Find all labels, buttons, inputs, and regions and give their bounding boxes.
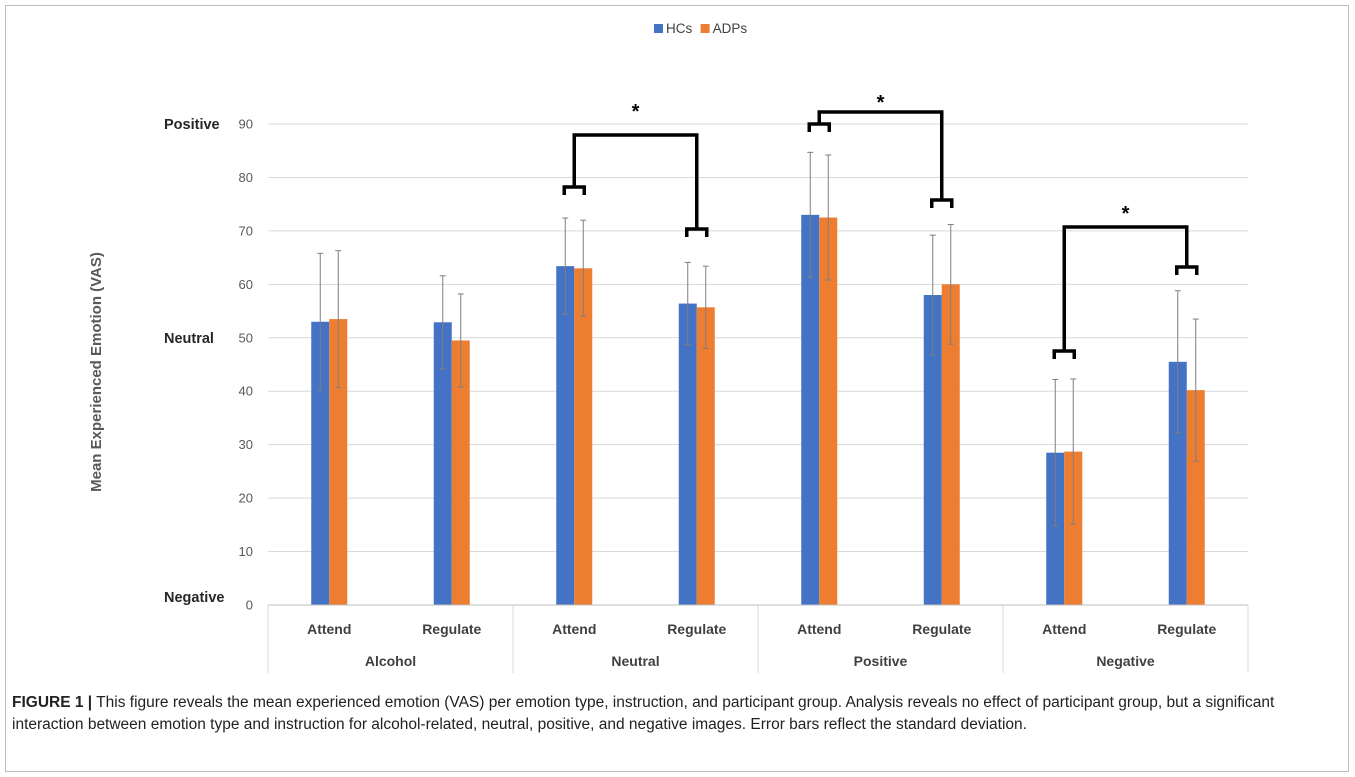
caption-text: This figure reveals the mean experienced… <box>12 694 1275 733</box>
x-group-label: Negative <box>1096 653 1155 669</box>
bar-hcs <box>311 321 330 605</box>
bar-hcs <box>678 303 697 605</box>
bar-adps <box>696 307 715 605</box>
significance-star: * <box>632 101 640 123</box>
significance-cap <box>685 227 709 237</box>
significance-bracket <box>572 133 699 221</box>
y-tick-label: 90 <box>239 117 253 132</box>
figure-frame <box>5 5 1349 772</box>
bar-hcs <box>556 266 575 605</box>
y-anchor-label: Neutral <box>164 331 214 347</box>
legend-label-adps: ADPs <box>713 21 748 36</box>
y-tick-label: 60 <box>239 277 253 292</box>
bar-adps <box>819 217 838 605</box>
y-tick-label: 40 <box>239 384 253 399</box>
x-group-label: Alcohol <box>365 653 416 669</box>
significance-star: * <box>1122 203 1130 225</box>
bar-adps <box>1186 390 1205 605</box>
y-anchor-label: Positive <box>164 117 220 133</box>
x-tick-label: Attend <box>1042 621 1086 637</box>
bar-adps <box>451 340 470 605</box>
y-tick-label: 10 <box>239 544 253 559</box>
x-tick-label: Regulate <box>912 621 971 637</box>
significance-cap <box>1052 349 1076 359</box>
bar-hcs <box>1168 361 1187 605</box>
significance-cap <box>562 185 586 195</box>
x-tick-label: Attend <box>307 621 351 637</box>
caption-label: FIGURE 1 | <box>12 694 93 711</box>
y-tick-label: 80 <box>239 170 253 185</box>
x-tick-label: Regulate <box>667 621 726 637</box>
y-tick-label: 50 <box>239 330 253 345</box>
y-tick-label: 20 <box>239 491 253 506</box>
x-group-label: Positive <box>854 653 908 669</box>
bar-adps <box>574 268 593 605</box>
legend-label-hcs: HCs <box>666 21 692 36</box>
bar-adps <box>1064 451 1083 605</box>
bar-adps <box>941 284 960 605</box>
significance-bracket <box>1062 225 1189 343</box>
significance-star: * <box>877 92 885 114</box>
figure-caption: FIGURE 1 | This figure reveals the mean … <box>12 692 1342 736</box>
significance-cap <box>807 122 831 132</box>
legend-swatch-hcs <box>654 24 663 33</box>
bar-hcs <box>1046 452 1065 605</box>
bar-hcs <box>801 214 820 605</box>
x-tick-label: Attend <box>797 621 841 637</box>
significance-cap <box>1175 265 1199 275</box>
legend-swatch-adps <box>700 24 710 33</box>
x-group-label: Neutral <box>611 653 659 669</box>
y-tick-label: 30 <box>239 437 253 452</box>
y-tick-label: 70 <box>239 223 253 238</box>
bar-hcs <box>433 322 452 605</box>
y-axis-title: Mean Experienced Emotion (VAS) <box>88 252 105 492</box>
bar-adps <box>329 319 348 605</box>
significance-bracket <box>817 110 944 192</box>
bar-hcs <box>923 295 942 605</box>
y-anchor-label: Negative <box>164 590 224 606</box>
bar-chart: 0 10 20 30 40 50 60 70 80 90 Mean Experienced Emot… <box>88 21 1249 673</box>
x-tick-label: Attend <box>552 621 596 637</box>
x-tick-label: Regulate <box>1157 621 1216 637</box>
significance-cap <box>930 198 954 208</box>
x-tick-label: Regulate <box>422 621 481 637</box>
y-tick-label: 0 <box>246 598 253 613</box>
